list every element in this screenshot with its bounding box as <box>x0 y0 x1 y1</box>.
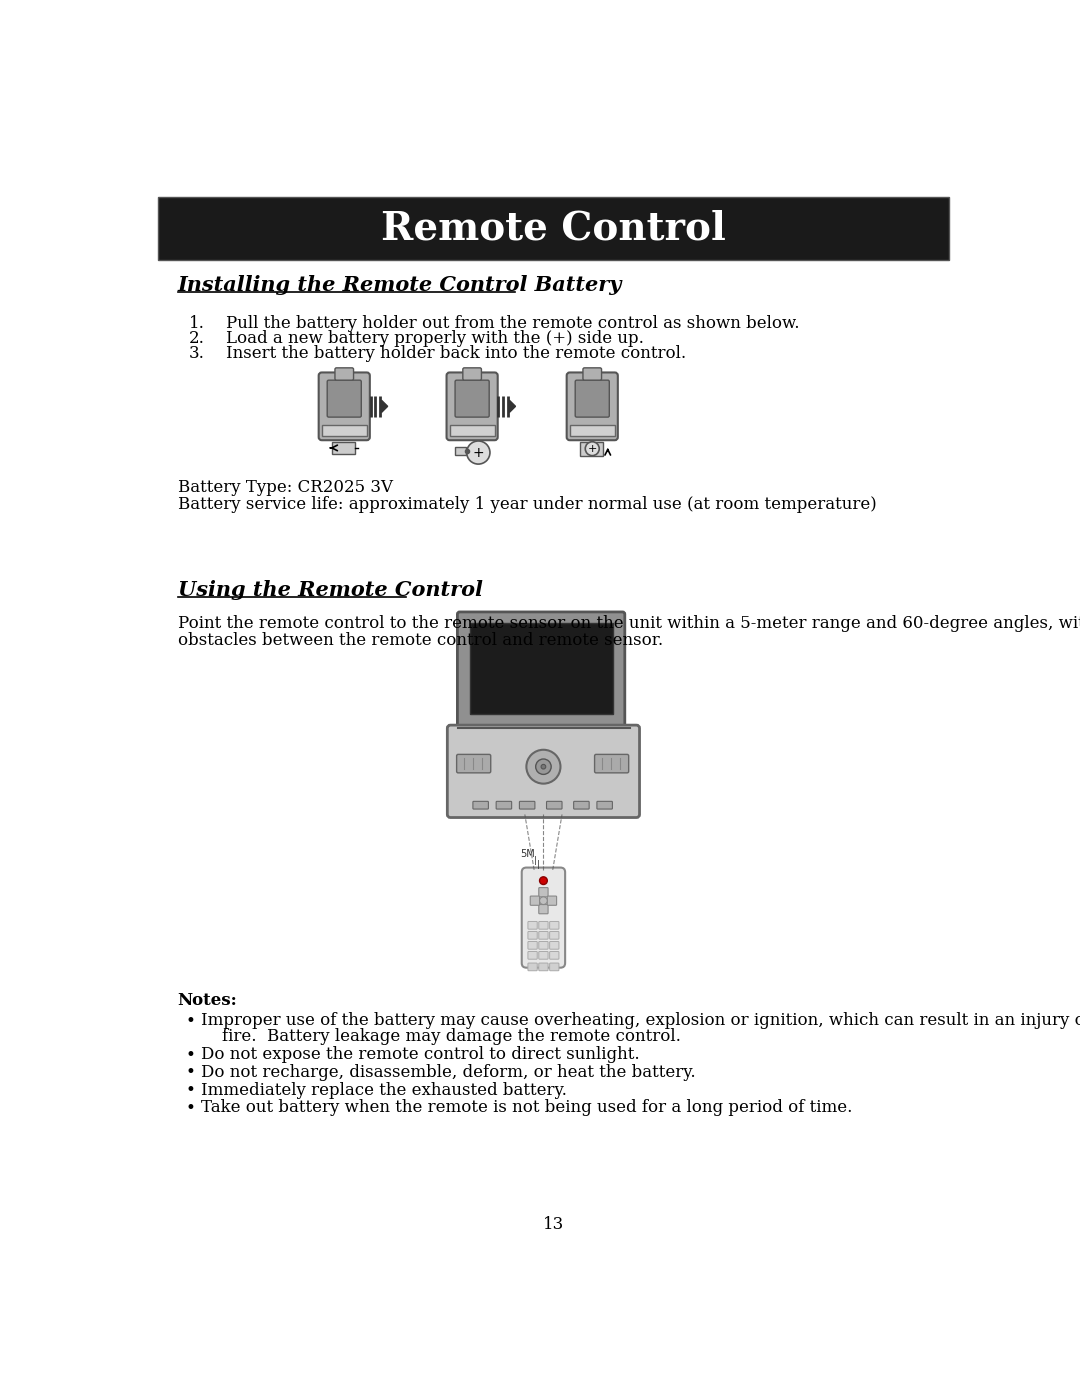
FancyBboxPatch shape <box>539 963 548 971</box>
FancyBboxPatch shape <box>447 725 639 817</box>
FancyBboxPatch shape <box>455 380 489 418</box>
FancyBboxPatch shape <box>458 612 625 731</box>
FancyBboxPatch shape <box>583 367 602 380</box>
FancyBboxPatch shape <box>473 802 488 809</box>
FancyBboxPatch shape <box>528 951 537 960</box>
Text: Load a new battery properly with the (+) side up.: Load a new battery properly with the (+)… <box>227 330 645 346</box>
FancyBboxPatch shape <box>539 932 548 939</box>
FancyBboxPatch shape <box>530 895 540 905</box>
FancyBboxPatch shape <box>548 895 556 905</box>
FancyBboxPatch shape <box>597 802 612 809</box>
Circle shape <box>540 897 548 904</box>
FancyBboxPatch shape <box>580 441 603 455</box>
Text: Do not recharge, disassemble, deform, or heat the battery.: Do not recharge, disassemble, deform, or… <box>201 1065 696 1081</box>
FancyBboxPatch shape <box>539 922 548 929</box>
FancyBboxPatch shape <box>335 367 353 380</box>
FancyBboxPatch shape <box>528 922 537 929</box>
FancyBboxPatch shape <box>332 441 355 454</box>
Text: fire.  Battery leakage may damage the remote control.: fire. Battery leakage may damage the rem… <box>201 1028 680 1045</box>
Polygon shape <box>381 400 388 412</box>
FancyBboxPatch shape <box>576 380 609 418</box>
Text: Take out battery when the remote is not being used for a long period of time.: Take out battery when the remote is not … <box>201 1099 852 1116</box>
Text: Installing the Remote Control Battery: Installing the Remote Control Battery <box>177 275 622 295</box>
Text: •: • <box>186 1011 195 1030</box>
FancyBboxPatch shape <box>550 942 559 949</box>
Text: +: + <box>473 446 484 460</box>
FancyBboxPatch shape <box>539 951 548 960</box>
Text: Point the remote control to the remote sensor on the unit within a 5-meter range: Point the remote control to the remote s… <box>177 615 1080 631</box>
Text: Remote Control: Remote Control <box>381 210 726 247</box>
FancyBboxPatch shape <box>570 425 615 436</box>
Text: |: | <box>537 861 540 869</box>
Text: •: • <box>186 1099 195 1116</box>
Text: Battery service life: approximately 1 year under normal use (at room temperature: Battery service life: approximately 1 ye… <box>177 496 876 514</box>
Text: •: • <box>186 1063 195 1081</box>
FancyBboxPatch shape <box>595 754 629 773</box>
FancyBboxPatch shape <box>159 197 948 260</box>
FancyBboxPatch shape <box>463 367 482 380</box>
Circle shape <box>541 764 545 768</box>
Text: Pull the battery holder out from the remote control as shown below.: Pull the battery holder out from the rem… <box>227 314 800 331</box>
Text: obstacles between the remote control and remote sensor.: obstacles between the remote control and… <box>177 631 663 650</box>
FancyBboxPatch shape <box>327 380 362 418</box>
Circle shape <box>585 441 599 455</box>
Circle shape <box>536 759 551 774</box>
FancyBboxPatch shape <box>539 887 548 897</box>
FancyBboxPatch shape <box>539 942 548 949</box>
Text: Immediately replace the exhausted battery.: Immediately replace the exhausted batter… <box>201 1081 567 1098</box>
Circle shape <box>526 750 561 784</box>
FancyBboxPatch shape <box>519 802 535 809</box>
Circle shape <box>467 441 490 464</box>
FancyBboxPatch shape <box>319 373 369 440</box>
Text: 3.: 3. <box>189 345 205 362</box>
Polygon shape <box>510 400 515 412</box>
FancyBboxPatch shape <box>550 963 559 971</box>
FancyBboxPatch shape <box>573 802 590 809</box>
FancyBboxPatch shape <box>446 373 498 440</box>
FancyBboxPatch shape <box>550 951 559 960</box>
Text: Notes:: Notes: <box>177 992 238 1009</box>
FancyBboxPatch shape <box>455 447 465 455</box>
Text: Do not expose the remote control to direct sunlight.: Do not expose the remote control to dire… <box>201 1046 639 1063</box>
FancyBboxPatch shape <box>322 425 367 436</box>
FancyBboxPatch shape <box>470 623 613 714</box>
Text: Using the Remote Control: Using the Remote Control <box>177 580 483 599</box>
FancyBboxPatch shape <box>539 904 548 914</box>
FancyBboxPatch shape <box>567 373 618 440</box>
FancyBboxPatch shape <box>522 868 565 968</box>
FancyBboxPatch shape <box>550 922 559 929</box>
FancyBboxPatch shape <box>457 754 490 773</box>
Text: •: • <box>186 1046 195 1063</box>
Text: •: • <box>186 1081 195 1099</box>
FancyBboxPatch shape <box>528 963 537 971</box>
Text: 2.: 2. <box>189 330 205 346</box>
FancyBboxPatch shape <box>550 932 559 939</box>
Text: 13: 13 <box>543 1215 564 1232</box>
FancyBboxPatch shape <box>449 425 495 436</box>
FancyBboxPatch shape <box>546 802 562 809</box>
Text: 5M: 5M <box>521 849 535 859</box>
Text: Improper use of the battery may cause overheating, explosion or ignition, which : Improper use of the battery may cause ov… <box>201 1013 1080 1030</box>
Circle shape <box>540 877 548 884</box>
Text: +: + <box>588 444 597 454</box>
FancyBboxPatch shape <box>496 802 512 809</box>
Text: Battery Type: CR2025 3V: Battery Type: CR2025 3V <box>177 479 393 496</box>
FancyBboxPatch shape <box>528 942 537 949</box>
FancyBboxPatch shape <box>528 932 537 939</box>
Text: 1.: 1. <box>189 314 205 331</box>
Text: |: | <box>535 856 537 865</box>
Text: Insert the battery holder back into the remote control.: Insert the battery holder back into the … <box>227 345 687 362</box>
